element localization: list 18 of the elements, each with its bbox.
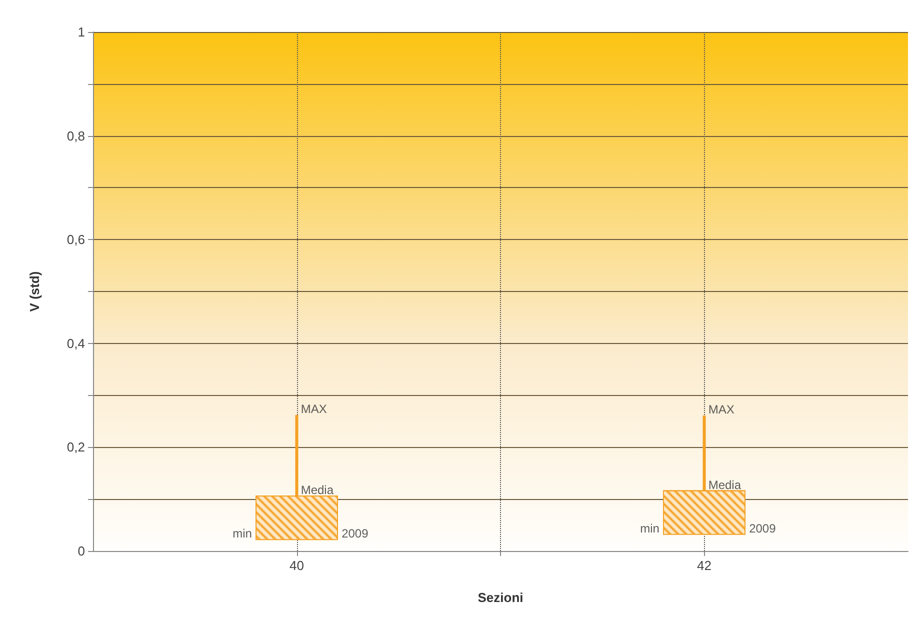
y-tick-label: 0,4 — [66, 336, 85, 351]
annotation: min — [640, 521, 660, 536]
annotation: MAX — [708, 402, 734, 417]
annotation: 2009 — [342, 526, 369, 541]
y-tick-label: 0,8 — [66, 128, 85, 144]
annotation: 2009 — [749, 521, 776, 536]
x-axis-title: Sezioni — [478, 590, 524, 605]
x-tick-label: 40 — [290, 558, 304, 573]
y-axis-title: V (std) — [27, 271, 42, 312]
annotation: MAX — [300, 402, 327, 416]
x-tick-label: 42 — [697, 558, 712, 573]
y-tick-label: 1 — [78, 24, 85, 40]
y-tick-label: 0 — [78, 544, 85, 558]
annotation: Media — [708, 478, 742, 492]
annotation: Media — [300, 482, 334, 497]
y-tick-label: 0,2 — [66, 440, 85, 455]
annotation: min — [232, 526, 252, 541]
y-tick-label: 0,6 — [66, 232, 85, 248]
